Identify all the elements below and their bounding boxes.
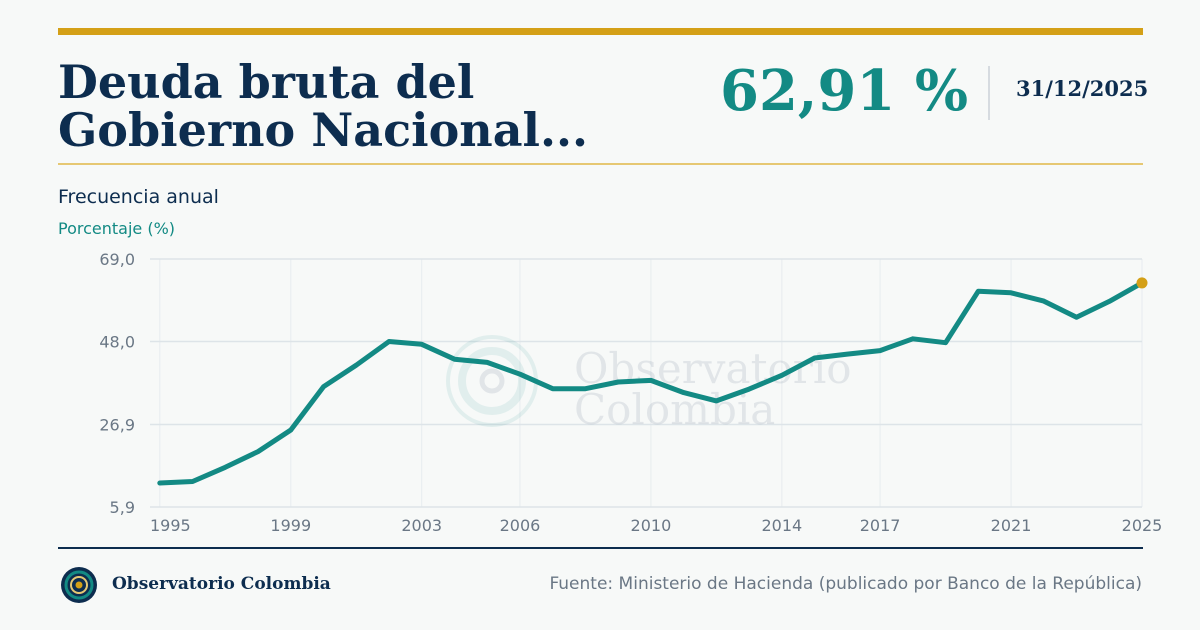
brand-name: Observatorio Colombia [112,574,331,594]
brand-logo-icon [61,567,97,603]
unit-label: Porcentaje (%) [58,219,176,238]
x-tick-label: 2010 [631,516,672,535]
y-tick-label: 69,0 [99,250,135,269]
x-tick-label: 2021 [991,516,1032,535]
latest-value: 62,91 % [720,58,969,124]
x-tick-label: 1999 [270,516,311,535]
y-tick-labels: 69,0 48,0 26,9 5,9 [99,250,135,517]
x-tick-label: 1995 [150,516,191,535]
watermark: Observatorio Colombia [446,335,852,434]
last-point-marker [1136,277,1148,289]
x-tick-label: 2006 [500,516,541,535]
y-tick-label: 5,9 [110,498,135,517]
y-gridlines [150,258,1142,508]
y-tick-label: 48,0 [99,333,135,352]
top-accent-bar [58,28,1143,35]
page-title: Deuda bruta del Gobierno Nacional... [58,55,589,157]
watermark-text-line1: Observatorio [574,344,852,393]
x-tick-label: 2017 [860,516,901,535]
x-tick-label: 2025 [1122,516,1163,535]
series-line [157,280,1145,486]
x-tick-labels: 1995 1999 2003 2006 2010 2014 2017 2021 2025 [150,516,1162,535]
header-divider [988,66,990,120]
x-gridlines [159,259,1143,507]
frequency-label: Frecuencia anual [58,186,219,208]
y-tick-label: 26,9 [99,415,135,434]
footer-rule [58,547,1143,549]
x-tick-label: 2003 [401,516,442,535]
x-tick-label: 2014 [762,516,803,535]
data-source: Fuente: Ministerio de Hacienda (publicad… [549,574,1142,594]
latest-date: 31/12/2025 [1016,76,1149,101]
header-rule [58,163,1143,165]
